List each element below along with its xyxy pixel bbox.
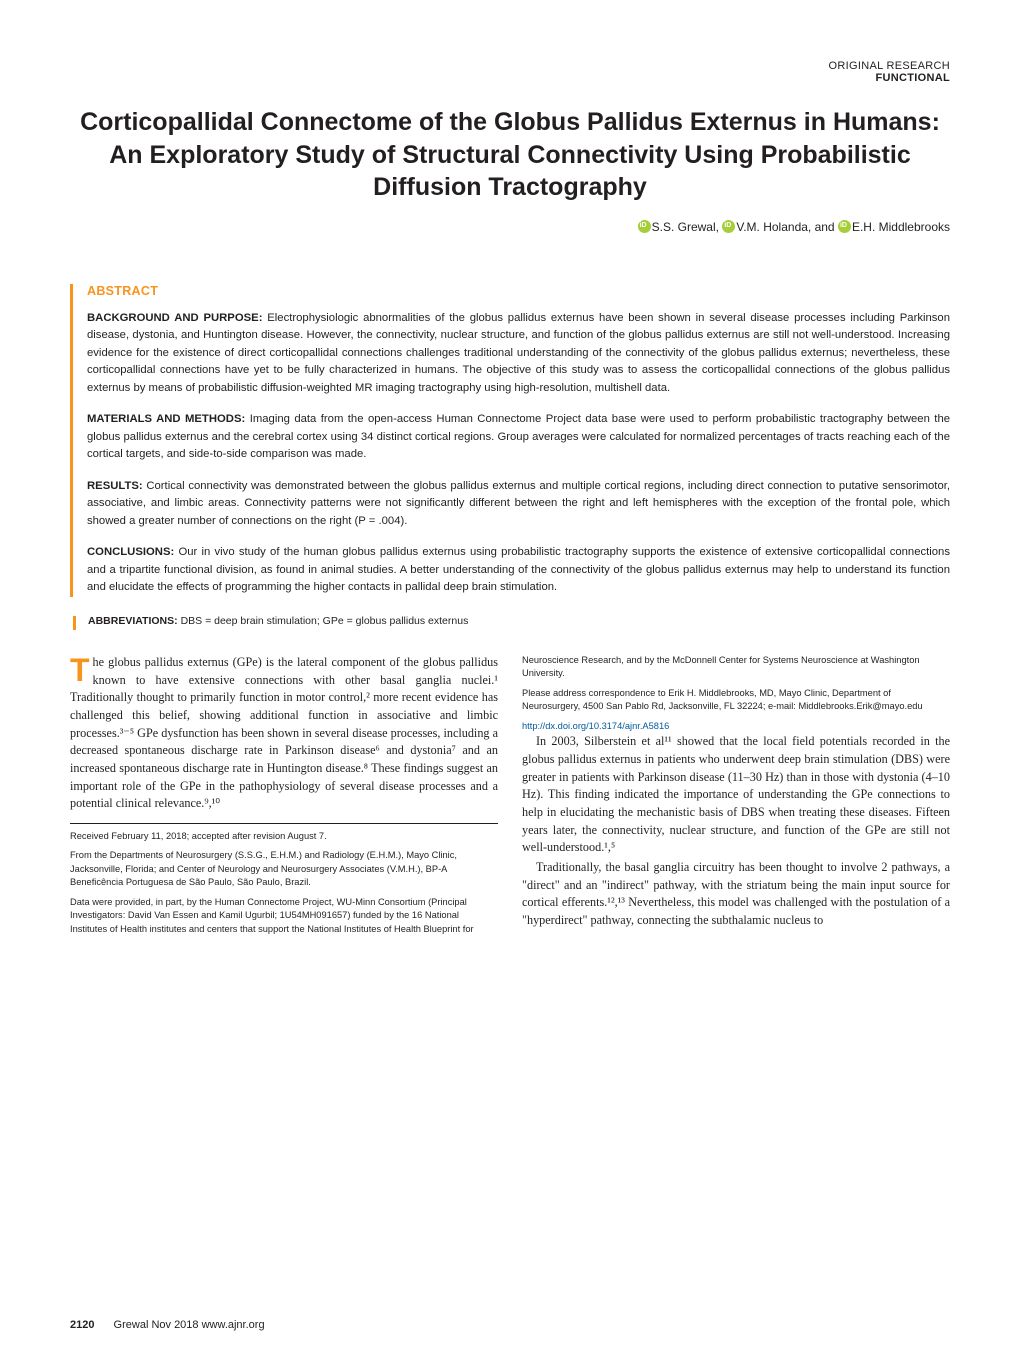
page-number: 2120 [70, 1319, 94, 1331]
body-paragraph: In 2003, Silberstein et al¹¹ showed that… [522, 733, 950, 857]
abstract-lead: CONCLUSIONS: [87, 546, 174, 558]
correspondence: Please address correspondence to Erik H.… [522, 687, 950, 714]
abstract-conclusions: CONCLUSIONS: Our in vivo study of the hu… [87, 544, 950, 597]
abstract-lead: BACKGROUND AND PURPOSE: [87, 312, 262, 324]
abstract-heading: ABSTRACT [87, 284, 950, 298]
body-paragraph: The globus pallidus externus (GPe) is th… [70, 654, 498, 813]
orcid-icon [638, 220, 651, 233]
article-title: Corticopallidal Connectome of the Globus… [70, 106, 950, 204]
abstract-lead: RESULTS: [87, 480, 143, 492]
received-date: Received February 11, 2018; accepted aft… [70, 830, 498, 843]
abbrev-lead: ABBREVIATIONS: [88, 615, 178, 627]
author-name: E.H. Middlebrooks [852, 220, 950, 234]
doi-link[interactable]: http://dx.doi.org/10.3174/ajnr.A5816 [522, 720, 950, 733]
body-paragraph: Traditionally, the basal ganglia circuit… [522, 859, 950, 930]
abstract-background: BACKGROUND AND PURPOSE: Electrophysiolog… [87, 310, 950, 398]
author-name: V.M. Holanda, and [736, 220, 834, 234]
abstract-methods: MATERIALS AND METHODS: Imaging data from… [87, 411, 950, 464]
abstract-text: Cortical connectivity was demonstrated b… [87, 480, 950, 527]
abstract-text: Our in vivo study of the human globus pa… [87, 546, 950, 593]
abstract-container: ABSTRACT BACKGROUND AND PURPOSE: Electro… [70, 284, 950, 597]
abstract-lead: MATERIALS AND METHODS: [87, 413, 245, 425]
article-subcategory: FUNCTIONAL [70, 72, 950, 84]
author-name: S.S. Grewal, [652, 220, 719, 234]
article-category: ORIGINAL RESEARCH [70, 60, 950, 72]
footer-citation: Grewal Nov 2018 www.ajnr.org [114, 1319, 265, 1331]
abbreviations-text: ABBREVIATIONS: DBS = deep brain stimulat… [88, 615, 468, 627]
orcid-icon [838, 220, 851, 233]
affiliations: From the Departments of Neurosurgery (S.… [70, 849, 498, 889]
doi-anchor[interactable]: http://dx.doi.org/10.3174/ajnr.A5816 [522, 721, 669, 731]
abbrev-body: DBS = deep brain stimulation; GPe = glob… [181, 615, 469, 627]
footnote-rule [70, 823, 498, 824]
accent-bar [73, 616, 76, 630]
dropcap-letter: T [70, 654, 93, 684]
orcid-icon [722, 220, 735, 233]
page-footer: 2120 Grewal Nov 2018 www.ajnr.org [70, 1319, 265, 1331]
body-text: The globus pallidus externus (GPe) is th… [70, 654, 950, 937]
paragraph-text: he globus pallidus externus (GPe) is the… [70, 655, 498, 811]
abstract-results: RESULTS: Cortical connectivity was demon… [87, 478, 950, 531]
abbreviations-row: ABBREVIATIONS: DBS = deep brain stimulat… [70, 615, 950, 630]
article-header: ORIGINAL RESEARCH FUNCTIONAL [70, 60, 950, 84]
author-line: S.S. Grewal, V.M. Holanda, and E.H. Midd… [70, 220, 950, 234]
abstract-text: Electrophysiologic abnormalities of the … [87, 312, 950, 394]
